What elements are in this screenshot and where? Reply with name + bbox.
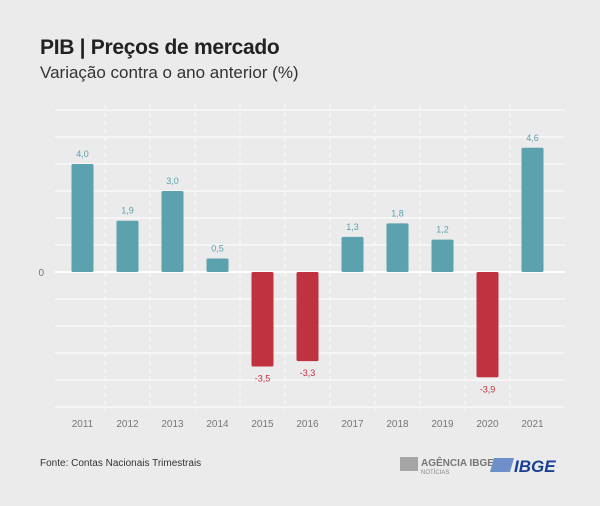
x-tick-label: 2015 xyxy=(251,419,274,430)
ibge-logo: IBGE xyxy=(490,457,556,476)
data-label: -3,9 xyxy=(480,384,496,394)
agencia-logo-sub: NOTÍCIAS xyxy=(421,469,449,476)
chart-title: PIB | Preços de mercado xyxy=(40,36,280,59)
source-note: Fonte: Contas Nacionais Trimestrais xyxy=(40,458,202,469)
bar-2012 xyxy=(116,220,139,272)
data-label: 0,5 xyxy=(211,244,224,254)
bar-2017 xyxy=(341,236,364,272)
x-tick-label: 2012 xyxy=(116,419,139,430)
data-label: -3,3 xyxy=(300,368,316,378)
bar-2018 xyxy=(386,223,409,272)
chart-subtitle: Variação contra o ano anterior (%) xyxy=(40,63,299,82)
data-label: 4,0 xyxy=(76,149,89,159)
bar-2013 xyxy=(161,191,184,272)
bar-2019 xyxy=(431,239,454,272)
x-tick-label: 2020 xyxy=(476,419,499,430)
bar-2015 xyxy=(251,272,274,367)
data-label: 1,3 xyxy=(346,222,359,232)
x-tick-label: 2021 xyxy=(521,419,544,430)
data-label: 1,9 xyxy=(121,206,134,216)
data-label: 1,8 xyxy=(391,208,404,218)
agencia-logo-text: AGÊNCIA IBGE xyxy=(421,456,494,469)
data-label: 4,6 xyxy=(526,133,539,143)
y-tick-label: 0 xyxy=(38,268,44,279)
x-tick-label: 2018 xyxy=(386,419,409,430)
data-label: 1,2 xyxy=(436,225,449,235)
data-label: 3,0 xyxy=(166,176,179,186)
ibge-logo-text: IBGE xyxy=(514,457,556,476)
bar-2016 xyxy=(296,272,319,362)
x-tick-label: 2011 xyxy=(72,419,94,430)
x-tick-label: 2014 xyxy=(206,419,229,430)
x-tick-label: 2017 xyxy=(341,419,364,430)
bar-2020 xyxy=(476,272,499,378)
bar-2011 xyxy=(71,164,94,272)
x-tick-label: 2019 xyxy=(431,419,454,430)
bar-2021 xyxy=(521,147,544,272)
data-label: -3,5 xyxy=(255,374,271,384)
agencia-ibge-logo: AGÊNCIA IBGE NOTÍCIAS xyxy=(400,456,494,476)
logos: AGÊNCIA IBGE NOTÍCIAS IBGE xyxy=(400,456,556,476)
bar-2014 xyxy=(206,258,229,272)
bar-chart: 0 4,0 2011 1,9 2012 3,0 2013 0,5 2014 -3,5 2015 -3,… xyxy=(38,104,565,430)
x-tick-label: 2016 xyxy=(296,419,319,430)
x-tick-label: 2013 xyxy=(161,419,184,430)
